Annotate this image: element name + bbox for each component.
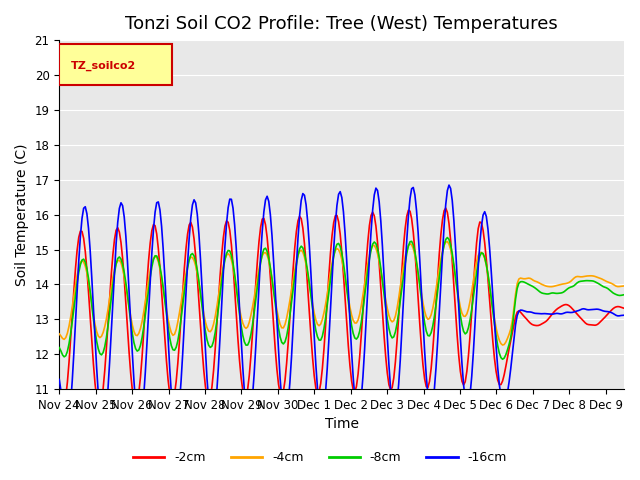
Title: Tonzi Soil CO2 Profile: Tree (West) Temperatures: Tonzi Soil CO2 Profile: Tree (West) Temp…	[125, 15, 558, 33]
Text: TZ_soilco2: TZ_soilco2	[70, 61, 136, 72]
Legend: -2cm, -4cm, -8cm, -16cm: -2cm, -4cm, -8cm, -16cm	[128, 446, 512, 469]
X-axis label: Time: Time	[324, 418, 358, 432]
Y-axis label: Soil Temperature (C): Soil Temperature (C)	[15, 144, 29, 286]
FancyBboxPatch shape	[60, 44, 172, 85]
